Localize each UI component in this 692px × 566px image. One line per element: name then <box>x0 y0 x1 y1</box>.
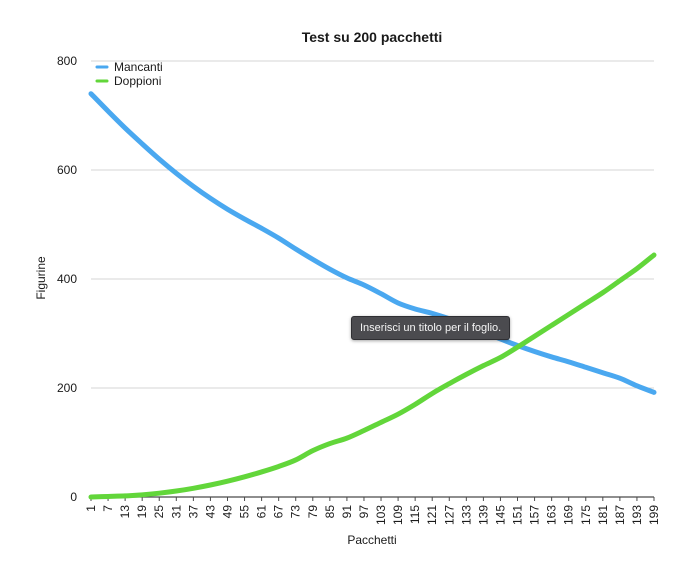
x-tick-label: 175 <box>579 505 593 525</box>
x-tick-label: 49 <box>220 505 234 519</box>
y-tick-label: 200 <box>57 381 77 395</box>
x-tick-label: 43 <box>203 505 217 519</box>
x-tick-label: 19 <box>135 505 149 519</box>
x-tick-label: 145 <box>493 505 507 525</box>
x-tick-label: 67 <box>272 505 286 519</box>
series-line-mancanti <box>88 91 657 395</box>
x-tick-label: 127 <box>442 505 456 525</box>
x-tick-label: 61 <box>255 505 269 519</box>
x-tick-label: 85 <box>323 505 337 519</box>
y-tick-label: 600 <box>57 163 77 177</box>
y-tick-label: 800 <box>57 54 77 68</box>
grid-lines <box>91 60 654 498</box>
x-tick-label: 13 <box>118 505 132 519</box>
x-tick-label: 121 <box>425 505 439 525</box>
x-tick-label: 37 <box>186 505 200 519</box>
x-tick-label: 115 <box>408 505 422 524</box>
x-tick-label: 169 <box>562 505 576 525</box>
series-line-doppioni <box>88 252 657 500</box>
x-tick-label: 133 <box>459 505 473 525</box>
x-tick-label: 73 <box>289 505 303 519</box>
x-tick-label: 31 <box>169 505 183 519</box>
y-tick-label: 0 <box>70 490 77 504</box>
legend-label: Doppioni <box>114 74 161 88</box>
x-tick-label: 91 <box>340 505 354 519</box>
x-tick-label: 97 <box>357 505 371 519</box>
x-tick-label: 25 <box>152 505 166 519</box>
x-tick-label: 193 <box>630 505 644 525</box>
x-tick-label: 103 <box>374 505 388 525</box>
x-tick-label: 79 <box>306 505 320 519</box>
y-axis-title: Figurine <box>34 256 48 300</box>
x-tick-label: 199 <box>647 505 661 525</box>
x-axis-ticks: 1 7 13 19 25 31 37 43 49 55 61 67 73 79 85 91 97 103 109 11… <box>84 497 661 525</box>
x-tick-label: 1 <box>84 505 98 512</box>
x-tick-label: 139 <box>476 505 490 525</box>
y-tick-label: 400 <box>57 272 77 286</box>
x-tick-label: 7 <box>101 505 115 512</box>
y-axis-ticks: 0 200 400 600 800 <box>57 54 77 504</box>
tooltip: Inserisci un titolo per il foglio. <box>351 316 511 340</box>
x-tick-label: 157 <box>528 505 542 525</box>
x-tick-label: 163 <box>545 505 559 525</box>
series-lines <box>88 91 657 500</box>
chart-title: Test su 200 pacchetti <box>302 29 443 45</box>
x-tick-label: 181 <box>596 505 610 525</box>
x-tick-label: 187 <box>613 505 627 525</box>
x-tick-label: 109 <box>391 505 405 525</box>
x-tick-label: 55 <box>238 505 252 519</box>
x-tick-label: 151 <box>511 505 525 525</box>
x-axis-title: Pacchetti <box>347 533 396 547</box>
legend-label: Mancanti <box>114 60 163 74</box>
